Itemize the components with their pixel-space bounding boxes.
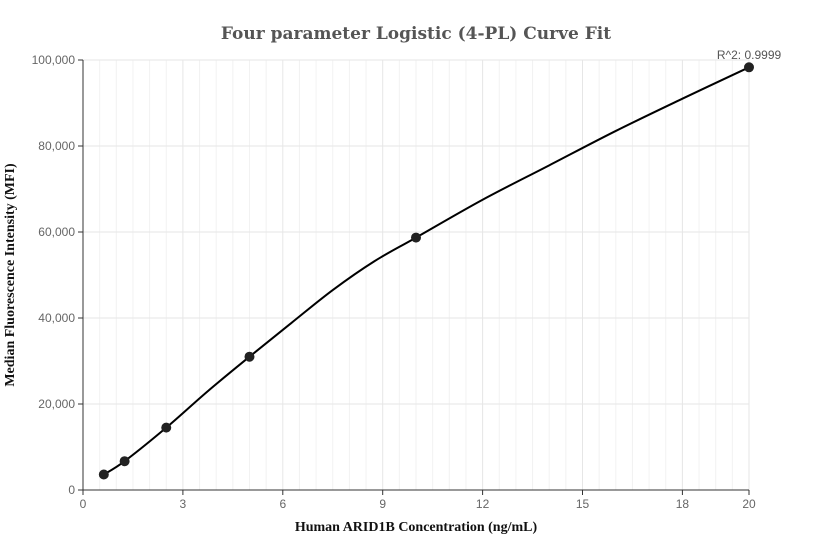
major-gridlines: [83, 59, 750, 490]
data-points: [98, 62, 754, 480]
r-squared-annotation: R^2: 0.9999: [717, 48, 782, 62]
data-point: [161, 422, 172, 433]
y-tick-label: 100,000: [32, 53, 76, 67]
data-point: [119, 456, 130, 467]
x-axis-ticks: 0 3 6 9 12 15 18 20: [80, 490, 756, 511]
data-point: [244, 351, 255, 362]
x-tick-label: 18: [676, 497, 690, 511]
x-tick-label: 15: [576, 497, 590, 511]
fit-curve: [103, 66, 750, 476]
x-tick-label: 0: [80, 497, 87, 511]
data-point: [744, 62, 754, 73]
y-tick-label: 0: [68, 483, 75, 497]
y-tick-label: 20,000: [38, 397, 75, 411]
axes: [82, 60, 749, 491]
data-point: [411, 232, 421, 243]
x-tick-label: 20: [742, 497, 756, 511]
y-tick-label: 80,000: [38, 139, 75, 153]
y-axis-title: Median Fluorescence Intensity (MFI): [3, 163, 18, 387]
x-tick-label: 6: [279, 497, 286, 511]
x-tick-label: 9: [379, 497, 386, 511]
x-tick-label: 3: [180, 497, 187, 511]
minor-gridlines: [99, 60, 733, 490]
y-tick-label: 40,000: [38, 311, 75, 325]
y-tick-label: 60,000: [38, 225, 75, 239]
x-axis-title: Human ARID1B Concentration (ng/mL): [295, 520, 538, 535]
y-axis-ticks: 0 20,000 40,000 60,000 80,000 100,000: [32, 53, 83, 497]
x-tick-label: 12: [476, 497, 490, 511]
chart-title: Four parameter Logistic (4-PL) Curve Fit: [221, 24, 611, 44]
data-point: [98, 469, 109, 480]
